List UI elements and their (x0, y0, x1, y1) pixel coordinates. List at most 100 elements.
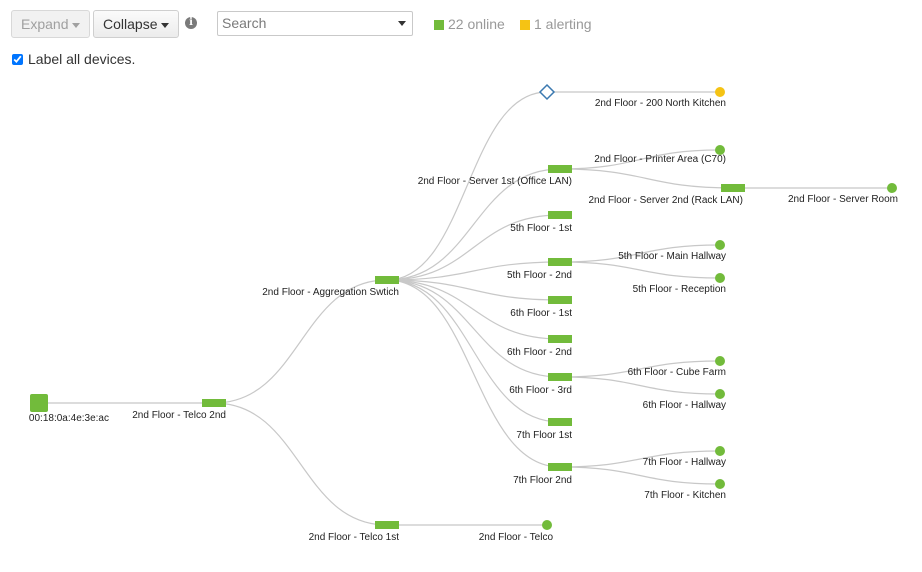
nodes-group: 00:18:0a:4e:3e:ac 2nd Floor - Telco 2nd 2n… (29, 83, 898, 543)
alerting-count: 1 alerting (534, 16, 592, 32)
node-f7_2[interactable]: 7th Floor 2nd (513, 463, 572, 486)
node-label: 2nd Floor - Server Room (788, 194, 898, 205)
link-srv1-srv2 (559, 168, 734, 189)
switch-icon (548, 335, 572, 343)
node-kitchen200[interactable]: 2nd Floor - 200 North Kitchen (595, 87, 726, 109)
node-root[interactable]: 00:18:0a:4e:3e:ac (29, 394, 109, 424)
node-telco1[interactable]: 2nd Floor - Telco 1st (309, 521, 400, 543)
switch-icon (375, 276, 399, 284)
search-input[interactable] (222, 15, 392, 31)
link-agg-f7_2 (386, 279, 561, 468)
node-label: 6th Floor - 1st (510, 308, 572, 319)
node-label: 00:18:0a:4e:3e:ac (29, 413, 109, 424)
access-point-icon (715, 479, 725, 489)
switch-icon (548, 463, 572, 471)
node-f7_kit[interactable]: 7th Floor - Kitchen (644, 479, 726, 501)
node-f6_3[interactable]: 6th Floor - 3rd (509, 373, 572, 396)
online-count: 22 online (448, 16, 505, 32)
access-point-icon (542, 520, 552, 530)
access-point-icon (715, 446, 725, 456)
label-all-devices-toggle[interactable]: Label all devices. (12, 51, 135, 67)
alerting-legend: 1 alerting (520, 16, 592, 32)
node-printer[interactable]: 2nd Floor - Printer Area (C70) (594, 145, 726, 165)
node-label: 7th Floor - Hallway (643, 457, 726, 468)
search-dropdown[interactable] (217, 11, 413, 36)
appliance-icon (30, 394, 48, 412)
chevron-down-icon[interactable] (398, 21, 406, 26)
node-srv1[interactable]: 2nd Floor - Server 1st (Office LAN) (418, 165, 572, 187)
link-agg-f5_2 (386, 261, 561, 281)
node-label: 7th Floor 2nd (513, 475, 572, 486)
node-f5_rec[interactable]: 5th Floor - Reception (633, 273, 726, 295)
info-icon[interactable]: i (185, 17, 197, 29)
online-legend: 22 online (434, 16, 505, 32)
access-point-icon (715, 273, 725, 283)
link-telco2-telco1 (213, 402, 388, 526)
node-srv2[interactable]: 2nd Floor - Server 2nd (Rack LAN) (588, 184, 745, 206)
link-f5_2-f5_hall (559, 244, 721, 263)
collapse-button[interactable]: Collapse (93, 10, 180, 38)
unknown-device-icon (538, 83, 556, 101)
node-label: 6th Floor - Hallway (643, 400, 726, 411)
node-f7_1[interactable]: 7th Floor 1st (516, 418, 572, 441)
node-f7_hall[interactable]: 7th Floor - Hallway (643, 446, 726, 468)
switch-icon (721, 184, 745, 192)
label-all-text: Label all devices. (28, 51, 136, 67)
alerting-swatch-icon (520, 20, 530, 30)
node-f6_cube[interactable]: 6th Floor - Cube Farm (628, 356, 726, 378)
online-swatch-icon (434, 20, 444, 30)
switch-icon (548, 296, 572, 304)
node-label: 5th Floor - Reception (633, 284, 726, 295)
node-label: 6th Floor - Cube Farm (628, 367, 726, 378)
link-f7_2-f7_hall (559, 450, 721, 468)
node-srvroom[interactable]: 2nd Floor - Server Room (788, 183, 898, 205)
node-label: 2nd Floor - Printer Area (C70) (594, 154, 726, 165)
link-agg-f5_1 (386, 214, 561, 281)
access-point-icon (887, 183, 897, 193)
node-agg[interactable]: 2nd Floor - Aggregation Swtich (262, 276, 399, 298)
switch-icon (202, 399, 226, 407)
node-f6_hall[interactable]: 6th Floor - Hallway (643, 389, 726, 411)
node-label: 2nd Floor - Aggregation Swtich (262, 287, 399, 298)
node-f5_hall[interactable]: 5th Floor - Main Hallway (618, 240, 726, 262)
switch-icon (375, 521, 399, 529)
access-point-icon (715, 145, 725, 155)
access-point-icon (715, 87, 725, 97)
expand-button[interactable]: Expand (11, 10, 91, 38)
chevron-down-icon (72, 22, 81, 28)
node-f6_1[interactable]: 6th Floor - 1st (510, 296, 572, 319)
node-telco2[interactable]: 2nd Floor - Telco 2nd (132, 399, 226, 421)
switch-icon (548, 373, 572, 381)
switch-icon (548, 418, 572, 426)
label-all-checkbox[interactable] (12, 54, 23, 65)
access-point-icon (715, 389, 725, 399)
node-f5_2[interactable]: 5th Floor - 2nd (507, 258, 572, 281)
link-f7_2-f7_kit (559, 466, 721, 485)
node-f5_1[interactable]: 5th Floor - 1st (510, 211, 572, 234)
node-label: 2nd Floor - Telco (479, 532, 554, 543)
links-group (39, 91, 892, 526)
switch-icon (548, 258, 572, 266)
node-label: 5th Floor - Main Hallway (618, 251, 726, 262)
node-f6_2[interactable]: 6th Floor - 2nd (507, 335, 572, 358)
link-agg-f6_1 (386, 279, 561, 301)
node-label: 7th Floor - Kitchen (644, 490, 726, 501)
node-label: 2nd Floor - 200 North Kitchen (595, 98, 726, 109)
node-telco[interactable]: 2nd Floor - Telco (479, 520, 554, 543)
node-label: 2nd Floor - Server 1st (Office LAN) (418, 176, 572, 187)
link-agg-f6_3 (386, 279, 561, 378)
link-agg-f7_1 (386, 279, 561, 423)
expand-label: Expand (21, 16, 69, 32)
node-label: 6th Floor - 2nd (507, 347, 572, 358)
node-diamond[interactable] (538, 83, 556, 101)
switch-icon (548, 211, 572, 219)
collapse-label: Collapse (103, 16, 158, 32)
node-label: 2nd Floor - Telco 1st (309, 532, 400, 543)
node-label: 5th Floor - 1st (510, 223, 572, 234)
link-agg-f6_2 (386, 279, 561, 340)
switch-icon (548, 165, 572, 173)
node-label: 2nd Floor - Server 2nd (Rack LAN) (588, 195, 743, 206)
link-f6_3-f6_cube (559, 360, 721, 378)
link-agg-srv1 (386, 168, 561, 281)
